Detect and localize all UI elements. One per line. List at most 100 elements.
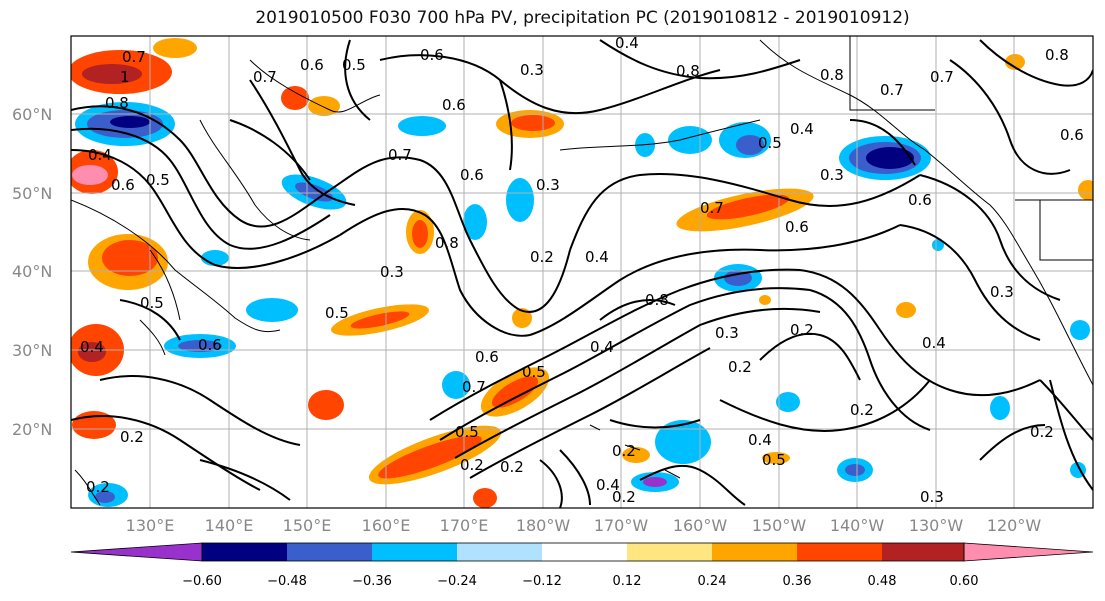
colorbar-max-extension — [963, 542, 1094, 562]
colorbar-segment — [712, 543, 797, 561]
contour-label: 0.4 — [88, 146, 112, 164]
colorbar-segment — [627, 543, 712, 561]
contour-label: 0.4 — [80, 338, 104, 356]
colorbar-min-extension — [70, 542, 203, 562]
longitude-labels: 130°E 140°E 150°E 160°E 170°E 180°W 170°… — [126, 516, 1042, 535]
colorbar-tick-labels: −0.60 −0.48 −0.36 −0.24 −0.12 0.12 0.24 … — [182, 574, 978, 589]
contour-label: 0.4 — [596, 476, 620, 494]
contour-label: 0.6 — [420, 46, 444, 64]
contour-label: 0.7 — [122, 48, 146, 66]
contour-label: 1 — [120, 68, 130, 86]
contour-label: 0.8 — [676, 62, 700, 80]
contour-label: 0.2 — [850, 401, 874, 419]
contour-label: 0.2 — [1030, 423, 1054, 441]
lat-label-40n: 40°N — [12, 262, 52, 281]
lon-label: 140°W — [830, 516, 885, 535]
colorbar-segment — [457, 543, 542, 561]
lat-label-50n: 50°N — [12, 184, 52, 203]
lon-label: 130°W — [909, 516, 964, 535]
lon-label: 170°E — [440, 516, 489, 535]
contour-label: 0.4 — [790, 120, 814, 138]
contour-label: 0.2 — [612, 442, 636, 460]
contour-label: 0.3 — [380, 263, 404, 281]
colorbar-tick-label: 0.36 — [783, 574, 812, 589]
contour-label: 0.8 — [105, 94, 129, 112]
contour-label: 0.6 — [460, 166, 484, 184]
contour-label: 0.3 — [536, 176, 560, 194]
lon-label: 160°E — [362, 516, 411, 535]
map-panel — [71, 36, 1093, 508]
contour-label: 0.5 — [522, 363, 546, 381]
colorbar-segment — [287, 543, 372, 561]
contour-label: 0.5 — [758, 134, 782, 152]
contour-label: 0.6 — [785, 218, 809, 236]
contour-label: 0.7 — [462, 378, 486, 396]
contour-label: 0.3 — [920, 488, 944, 506]
contour-label: 0.7 — [880, 81, 904, 99]
contour-label: 0.4 — [590, 338, 614, 356]
contour-label: 0.2 — [728, 358, 752, 376]
contour-labels: 0.7 0.7 0.6 0.5 0.6 0.8 1 0.4 0.6 0.5 0.… — [80, 34, 1084, 506]
pv-contours — [71, 39, 1093, 508]
map-title: 2019010500 F030 700 hPa PV, precipitatio… — [255, 8, 910, 28]
map-frame — [70, 35, 1094, 509]
colorbar-segment — [882, 543, 964, 561]
contour-label: 0.2 — [460, 456, 484, 474]
contour-label: 0.5 — [762, 451, 786, 469]
contour-label: 0.5 — [146, 171, 170, 189]
contour-label: 0.5 — [325, 304, 349, 322]
lon-label: 130°E — [126, 516, 175, 535]
lat-label-60n: 60°N — [12, 105, 52, 124]
lon-label: 150°W — [752, 516, 807, 535]
colorbar-segment — [372, 543, 457, 561]
lon-label: 170°W — [594, 516, 649, 535]
lat-label-20n: 20°N — [12, 420, 52, 439]
contour-label: 0.8 — [645, 291, 669, 309]
coastlines — [71, 36, 1093, 506]
contour-label: 0.4 — [748, 431, 772, 449]
colorbar-segment — [202, 543, 287, 561]
colorbar-tick-label: −0.12 — [522, 574, 562, 589]
lat-label-30n: 30°N — [12, 341, 52, 360]
contour-label: 0.5 — [455, 423, 479, 441]
contour-label: 0.3 — [990, 283, 1014, 301]
contour-label: 0.8 — [820, 66, 844, 84]
contour-label: 0.4 — [922, 334, 946, 352]
contour-label: 0.6 — [198, 336, 222, 354]
contour-label: 0.2 — [530, 248, 554, 266]
contour-label: 0.3 — [715, 324, 739, 342]
lon-label: 140°E — [205, 516, 254, 535]
colorbar-tick-label: 0.12 — [613, 574, 642, 589]
colorbar-tick-label: 0.24 — [698, 574, 727, 589]
contour-label: 0.2 — [120, 428, 144, 446]
colorbar-tick-label: −0.36 — [352, 574, 392, 589]
colorbar-tick-label: −0.24 — [437, 574, 477, 589]
colorbar-tick-label: −0.60 — [182, 574, 222, 589]
contour-label: 0.2 — [612, 488, 636, 506]
contour-label: 0.7 — [930, 68, 954, 86]
graticule — [71, 36, 1093, 508]
contour-label: 0.4 — [585, 248, 609, 266]
colorbar-segment — [797, 543, 882, 561]
contour-label: 0.6 — [908, 191, 932, 209]
colorbar: −0.60 −0.48 −0.36 −0.24 −0.12 0.12 0.24 … — [70, 542, 1094, 589]
lon-label: 160°W — [673, 516, 728, 535]
contour-label: 0.2 — [790, 321, 814, 339]
contour-label: 0.5 — [342, 56, 366, 74]
contour-label: 0.6 — [111, 176, 135, 194]
contour-label: 0.4 — [615, 34, 639, 52]
contour-label: 0.7 — [700, 199, 724, 217]
contour-label: 0.7 — [253, 68, 277, 86]
lon-label: 120°W — [987, 516, 1042, 535]
contour-label: 0.3 — [820, 166, 844, 184]
latitude-labels: 60°N 50°N 40°N 30°N 20°N — [12, 105, 52, 439]
contour-label: 0.6 — [442, 96, 466, 114]
colorbar-tick-label: 0.60 — [950, 574, 979, 589]
contour-label: 0.2 — [86, 478, 110, 496]
contour-label: 0.8 — [1045, 46, 1069, 64]
colorbar-tick-label: −0.48 — [267, 574, 307, 589]
contour-label: 0.2 — [500, 458, 524, 476]
contour-label: 0.5 — [140, 294, 164, 312]
lon-label: 180°W — [516, 516, 571, 535]
